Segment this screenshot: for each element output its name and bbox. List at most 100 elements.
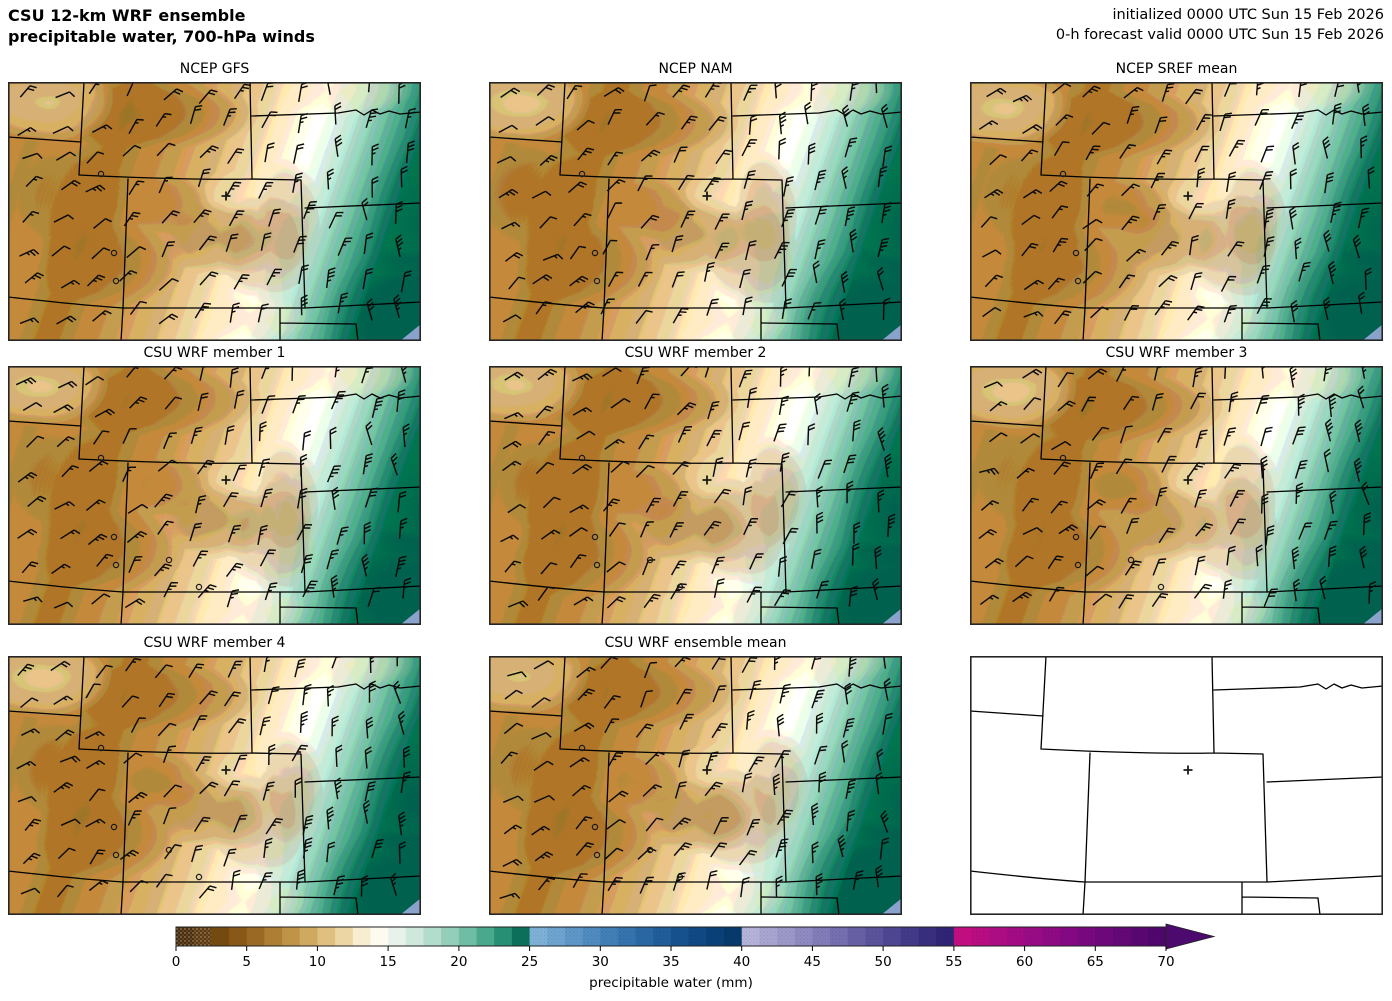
panel-title: CSU WRF member 2 <box>624 345 767 361</box>
station-circle-marker <box>165 846 173 854</box>
high-pw-corner-patch <box>400 608 421 625</box>
plus-marker <box>221 191 231 201</box>
station-circle-marker <box>1072 533 1080 541</box>
precipitable-water-field <box>970 366 1383 625</box>
high-pw-corner-patch <box>881 324 902 341</box>
plus-marker <box>1183 191 1193 201</box>
station-circle-marker <box>165 556 173 564</box>
high-pw-corner-patch <box>881 608 902 625</box>
panel-title: NCEP SREF mean <box>1115 61 1238 77</box>
map-canvas <box>489 82 902 341</box>
figure-timestamps: initialized 0000 UTC Sun 15 Feb 2026 0-h… <box>1056 5 1384 45</box>
colorbar-tick-label: 40 <box>733 954 750 970</box>
colorbar-tick-label: 25 <box>521 954 538 970</box>
map-canvas <box>970 82 1383 341</box>
wind-barbs-layer <box>500 366 896 609</box>
colorbar-tick-label: 50 <box>875 954 892 970</box>
station-circle-marker <box>1059 170 1067 178</box>
station-circle-marker <box>646 846 654 854</box>
colorbar-axis-label: precipitable water (mm) <box>589 975 753 991</box>
map-panel <box>970 366 1383 625</box>
station-circle-marker <box>110 249 118 257</box>
station-circle-marker <box>97 744 105 752</box>
panel-frame <box>8 656 421 915</box>
init-time-text: initialized 0000 UTC Sun 15 Feb 2026 <box>1112 7 1384 23</box>
station-circle-marker <box>112 561 120 569</box>
station-circle-marker <box>195 583 203 591</box>
station-circle-marker <box>578 744 586 752</box>
station-circle-marker <box>97 170 105 178</box>
panel-frame <box>489 366 902 625</box>
station-circle-marker <box>578 454 586 462</box>
station-circle-marker <box>1059 454 1067 462</box>
colorbar-tick-label: 15 <box>380 954 397 970</box>
map-panel <box>8 366 421 625</box>
station-circle-marker <box>591 249 599 257</box>
station-circle-marker <box>112 851 120 859</box>
panel-title: NCEP GFS <box>179 61 250 77</box>
station-circle-marker <box>1074 277 1082 285</box>
colorbar-tick-label: 5 <box>242 954 251 970</box>
plus-marker <box>702 475 712 485</box>
panel-frame <box>970 656 1383 915</box>
map-canvas <box>970 366 1383 625</box>
map-panel <box>489 82 902 341</box>
wind-barbs-layer <box>16 656 411 899</box>
high-pw-corner-patch <box>400 324 421 341</box>
plus-marker <box>702 765 712 775</box>
map-panel <box>8 82 421 341</box>
high-pw-corner-patch <box>1362 608 1383 625</box>
station-circle-marker <box>593 851 601 859</box>
high-pw-corner-patch <box>881 898 902 915</box>
precipitable-water-field <box>8 656 421 915</box>
colorbar-arrow <box>1165 923 1216 950</box>
wind-barbs-layer <box>499 656 893 899</box>
colorbar-tick-label: 55 <box>945 954 962 970</box>
colorbar-tick-label: 20 <box>450 954 467 970</box>
station-circle-marker <box>676 873 684 881</box>
station-circle-marker <box>1074 561 1082 569</box>
panel-frame <box>8 82 421 341</box>
panel-title: NCEP NAM <box>658 61 733 77</box>
figure-title-line1: CSU 12-km WRF ensemble <box>8 6 246 25</box>
precipitable-water-field <box>8 82 421 341</box>
station-circle-marker <box>593 277 601 285</box>
valid-time-text: 0-h forecast valid 0000 UTC Sun 15 Feb 2… <box>1055 27 1384 43</box>
plus-marker <box>221 765 231 775</box>
station-circle-marker <box>97 454 105 462</box>
map-panel <box>970 656 1383 915</box>
colorbar-tick-label: 30 <box>592 954 609 970</box>
colorbar-tick-label: 0 <box>172 954 181 970</box>
station-circle-marker <box>578 170 586 178</box>
station-circle-marker <box>593 561 601 569</box>
panel-frame <box>489 656 902 915</box>
colorbar: 0 5 10 15 20 25 30 35 40 45 50 55 60 65 70 precipitable… <box>172 923 1216 991</box>
precipitable-water-field <box>489 366 902 625</box>
map-canvas <box>970 656 1383 915</box>
figure-title-line2: precipitable water, 700-hPa winds <box>8 27 315 46</box>
station-circle-marker <box>110 823 118 831</box>
colorbar-tick-label: 10 <box>309 954 326 970</box>
wind-barbs-layer <box>978 366 1377 609</box>
plus-marker <box>221 475 231 485</box>
panel-title <box>970 634 1383 652</box>
precipitable-water-field <box>489 82 902 341</box>
panel-title: CSU WRF member 3 <box>1105 345 1248 361</box>
map-canvas <box>8 656 421 915</box>
wind-barbs-layer <box>496 82 893 324</box>
precipitable-water-field <box>489 656 902 915</box>
wind-barbs-layer <box>15 366 412 609</box>
colorbar-tick-label: 70 <box>1157 954 1174 970</box>
colorbar-tick-label: 35 <box>662 954 679 970</box>
station-circle-marker <box>1157 583 1165 591</box>
high-pw-corner-patch <box>1362 324 1383 341</box>
panel-title: CSU WRF member 4 <box>143 635 286 651</box>
map-canvas <box>489 366 902 625</box>
station-circle-marker <box>676 583 684 591</box>
colorbar-tick-label: 60 <box>1016 954 1033 970</box>
station-circle-marker <box>195 873 203 881</box>
map-panel <box>489 656 902 915</box>
high-pw-corner-patch <box>400 898 421 915</box>
map-panel <box>489 366 902 625</box>
map-canvas <box>489 656 902 915</box>
